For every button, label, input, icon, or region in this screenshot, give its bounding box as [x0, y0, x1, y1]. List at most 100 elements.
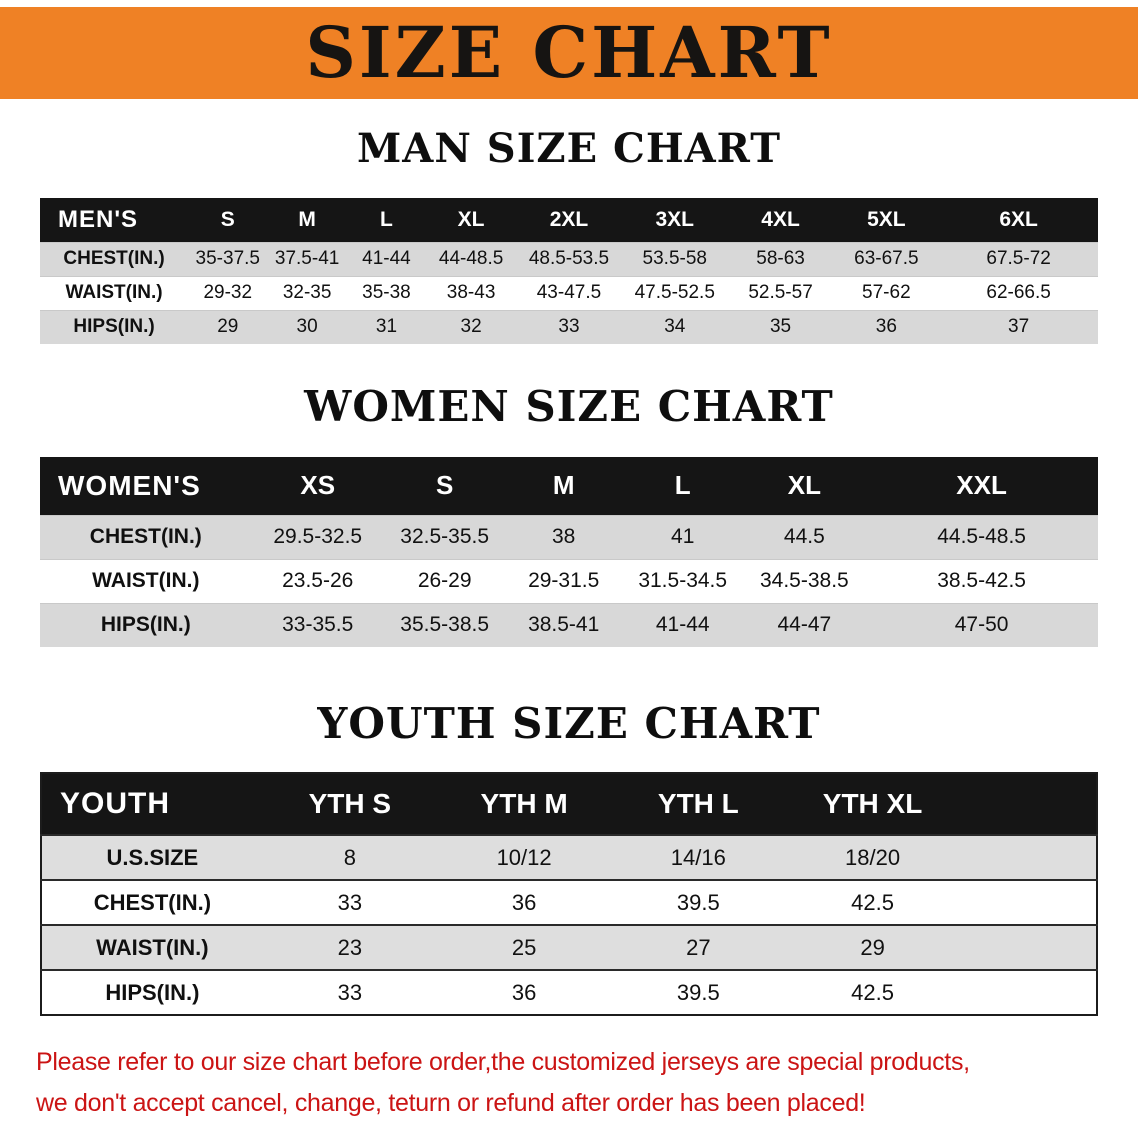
- value-cell: 38: [552, 525, 576, 548]
- value-cell: 33: [337, 979, 363, 1005]
- size-header-cell: XXL: [956, 470, 1007, 501]
- size-header-cell: M: [298, 207, 316, 231]
- youth-ussize-row: U.S.SIZE 8 10/12 14/16 18/20: [41, 835, 1097, 880]
- value-cell: 29-31.5: [528, 569, 600, 592]
- value-cell: 23.5-26: [282, 569, 354, 592]
- size-header-cell: 3XL: [655, 207, 695, 231]
- value-cell: 33-35.5: [282, 613, 354, 637]
- size-header-cell: YTH XL: [822, 788, 923, 819]
- size-header-cell: 5XL: [867, 207, 906, 231]
- row-label-cell: HIPS(IN.): [73, 316, 155, 338]
- value-cell: 53.5-58: [642, 248, 707, 269]
- size-header-cell: S: [436, 470, 454, 501]
- size-header-cell: M: [552, 470, 575, 501]
- size-header-cell: 2XL: [549, 207, 589, 231]
- men-section-heading: MAN SIZE CHART: [357, 125, 781, 172]
- banner: SIZE CHART: [0, 7, 1138, 99]
- value-cell: 41: [671, 525, 695, 548]
- value-cell: 44-47: [777, 613, 832, 637]
- value-cell: 31.5-34.5: [638, 569, 728, 592]
- row-label-cell: U.S.SIZE: [106, 844, 199, 870]
- value-cell: 52.5-57: [748, 282, 813, 303]
- youth-chest-row: CHEST(IN.) 33 36 39.5 42.5: [41, 880, 1097, 925]
- men-hips-row: HIPS(IN.) 29 30 31 32 33 34 35 36 37: [40, 310, 1098, 344]
- women-hips-row: HIPS(IN.) 33-35.5 35.5-38.5 38.5-41 41-4…: [40, 603, 1098, 647]
- value-cell: 32: [460, 316, 482, 338]
- value-cell: 67.5-72: [986, 248, 1051, 269]
- row-label-cell: WAIST(IN.): [65, 282, 163, 303]
- value-cell: 63-67.5: [854, 248, 919, 269]
- value-cell: 48.5-53.5: [528, 248, 610, 269]
- value-cell: 57-62: [862, 282, 911, 303]
- men-chest-row: CHEST(IN.) 35-37.5 37.5-41 41-44 44-48.5…: [40, 242, 1098, 276]
- value-cell: 32-35: [282, 282, 332, 303]
- row-label-cell: CHEST(IN.): [63, 248, 165, 269]
- disclaimer-line-2: we don't accept cancel, change, teturn o…: [36, 1089, 866, 1117]
- men-waist-row: WAIST(IN.) 29-32 32-35 35-38 38-43 43-47…: [40, 276, 1098, 310]
- value-cell: 26-29: [417, 569, 472, 592]
- header-filler-cell: [960, 773, 1097, 835]
- value-cell: 29: [217, 316, 239, 338]
- value-cell: 35: [769, 316, 792, 338]
- size-header-cell: YTH L: [657, 788, 739, 819]
- value-cell: 39.5: [676, 979, 720, 1005]
- youth-waist-row: WAIST(IN.) 23 25 27 29: [41, 925, 1097, 970]
- value-cell: 27: [686, 934, 711, 960]
- value-cell: 44.5-48.5: [937, 525, 1026, 548]
- value-cell: 42.5: [851, 979, 894, 1005]
- youth-header-row: YOUTH YTH S YTH M YTH L YTH XL: [41, 773, 1097, 835]
- women-corner-label: WOMEN'S: [58, 469, 201, 501]
- value-cell: 47.5-52.5: [634, 282, 715, 303]
- value-cell: 39.5: [676, 889, 720, 915]
- size-header-cell: XS: [300, 470, 336, 501]
- size-header-cell: XL: [457, 207, 485, 231]
- youth-hips-row: HIPS(IN.) 33 36 39.5 42.5: [41, 970, 1097, 1015]
- value-cell: 14/16: [670, 844, 726, 870]
- size-header-cell: 6XL: [999, 207, 1038, 231]
- row-label-cell: HIPS(IN.): [105, 979, 200, 1005]
- size-header-cell: YTH M: [480, 788, 568, 819]
- value-cell: 23: [337, 934, 363, 960]
- value-cell: 43-47.5: [536, 282, 602, 303]
- value-cell: 18/20: [845, 844, 901, 870]
- value-cell: 35-38: [362, 282, 411, 303]
- women-size-table: WOMEN'S XS S M L XL XXL CHEST(IN.) 29.5-…: [40, 457, 1098, 647]
- women-chest-row: CHEST(IN.) 29.5-32.5 32.5-35.5 38 41 44.…: [40, 515, 1098, 559]
- women-header-row: WOMEN'S XS S M L XL XXL: [40, 457, 1098, 515]
- value-cell: 33: [558, 316, 580, 338]
- value-cell: 25: [511, 934, 537, 960]
- women-waist-row: WAIST(IN.) 23.5-26 26-29 29-31.5 31.5-34…: [40, 559, 1098, 603]
- value-cell: 34: [664, 316, 686, 338]
- men-size-table: MEN'S S M L XL 2XL 3XL 4XL 5XL 6XL CHEST…: [40, 198, 1098, 344]
- value-cell: 58-63: [756, 248, 805, 269]
- youth-section-heading: YOUTH SIZE CHART: [317, 699, 821, 748]
- row-label-cell: WAIST(IN.): [96, 934, 209, 960]
- value-cell: 36: [875, 316, 897, 338]
- value-cell: 32.5-35.5: [400, 525, 490, 548]
- women-section-heading: WOMEN SIZE CHART: [304, 382, 834, 431]
- value-cell: 36: [511, 889, 537, 915]
- row-label-cell: WAIST(IN.): [92, 569, 200, 592]
- size-header-cell: YTH S: [308, 788, 392, 819]
- value-cell: 38.5-41: [528, 613, 600, 637]
- size-header-cell: L: [674, 470, 691, 501]
- value-cell: 41-44: [362, 248, 411, 269]
- row-label-cell: HIPS(IN.): [100, 613, 191, 637]
- value-cell: 62-66.5: [986, 282, 1051, 303]
- value-cell: 44-48.5: [438, 248, 504, 269]
- value-cell: 10/12: [496, 844, 552, 870]
- size-header-cell: 4XL: [761, 207, 800, 231]
- value-cell: 33: [337, 889, 363, 915]
- page-title: SIZE CHART: [305, 11, 833, 94]
- filler-cell: [960, 880, 1097, 925]
- filler-cell: [960, 835, 1097, 880]
- value-cell: 29: [860, 934, 885, 960]
- row-label-cell: CHEST(IN.): [89, 525, 202, 548]
- value-cell: 37: [1008, 316, 1030, 338]
- value-cell: 36: [511, 979, 537, 1005]
- value-cell: 35.5-38.5: [400, 613, 490, 637]
- disclaimer-line-1: Please refer to our size chart before or…: [36, 1048, 970, 1076]
- value-cell: 42.5: [851, 889, 894, 915]
- size-header-cell: XL: [787, 470, 821, 501]
- men-corner-label: MEN'S: [58, 205, 139, 233]
